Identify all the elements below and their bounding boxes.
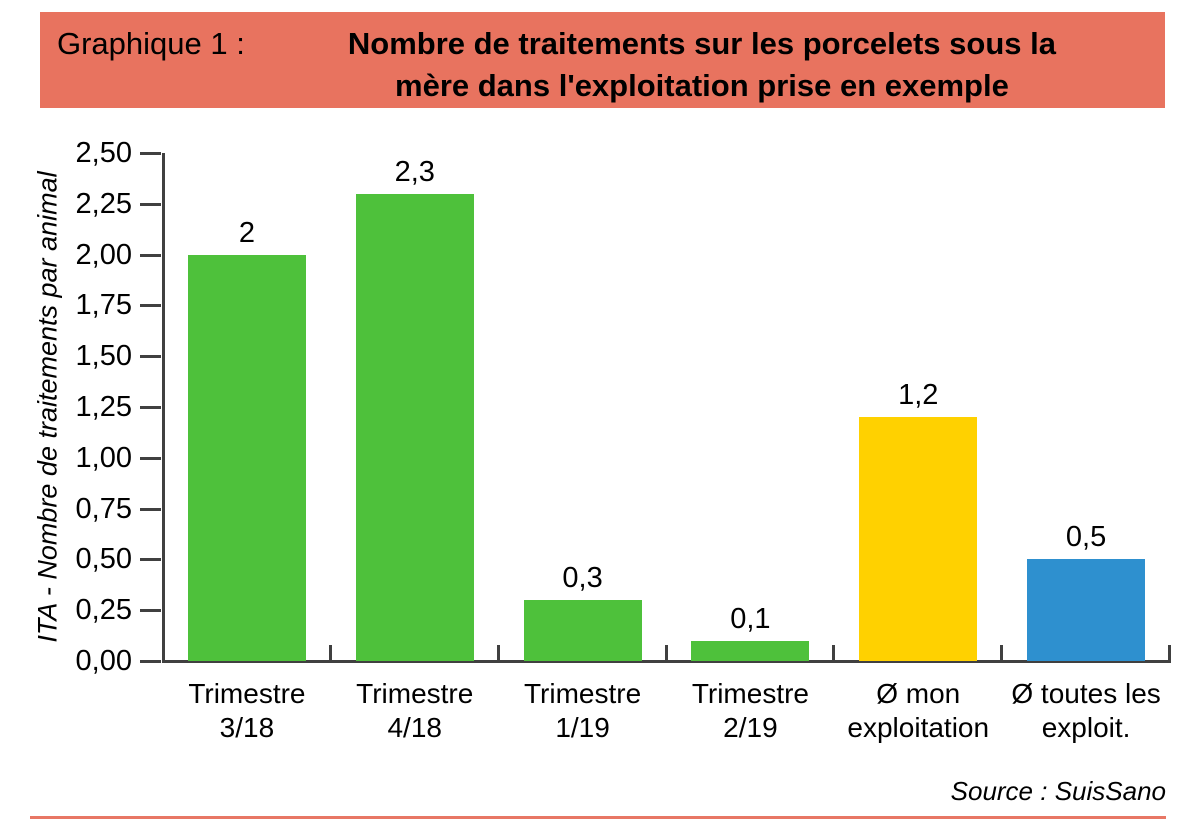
y-axis-tick bbox=[140, 152, 161, 155]
y-axis-tick bbox=[140, 304, 161, 308]
bar-value-label: 0,1 bbox=[730, 603, 771, 635]
y-axis-tick-label: 2,50 bbox=[75, 137, 132, 169]
x-axis-tick bbox=[497, 645, 500, 660]
y-axis-tick bbox=[140, 406, 161, 409]
x-category-line1: Ø mon bbox=[876, 678, 961, 709]
x-category-label: Trimestre 2/19 bbox=[667, 677, 835, 745]
bar bbox=[859, 417, 978, 661]
x-category-line2: exploit. bbox=[1041, 712, 1131, 743]
bar-value-label: 2,3 bbox=[394, 156, 435, 188]
bar bbox=[187, 255, 306, 661]
y-axis-tick-label: 1,00 bbox=[75, 441, 132, 474]
x-category-line2: exploitation bbox=[847, 712, 990, 743]
y-axis-tick-label: 2,25 bbox=[75, 187, 132, 220]
x-category-line1: Trimestre bbox=[356, 678, 474, 709]
y-axis-tick-label: 1,25 bbox=[75, 391, 132, 423]
y-axis-tick bbox=[140, 558, 161, 562]
y-axis-tick bbox=[140, 456, 161, 460]
bar bbox=[523, 600, 642, 661]
y-axis-tick-label: 0,50 bbox=[75, 543, 132, 576]
bar-value-label: 1,2 bbox=[898, 379, 939, 411]
y-axis-tick bbox=[140, 253, 161, 257]
y-axis-tick-label: 0,75 bbox=[75, 492, 132, 525]
y-axis-line bbox=[162, 153, 165, 663]
y-axis-tick-label: 2,00 bbox=[75, 238, 132, 271]
y-axis-tick-label: 0,00 bbox=[75, 645, 132, 677]
x-axis-tick bbox=[329, 645, 332, 660]
x-category-line2: 2/19 bbox=[723, 712, 778, 743]
x-axis-tick bbox=[832, 645, 835, 660]
x-category-label: Trimestre 1/19 bbox=[499, 677, 667, 745]
x-category-label: Ø mon exploitation bbox=[834, 677, 1002, 745]
y-axis-tick bbox=[140, 507, 161, 511]
x-category-line1: Trimestre bbox=[523, 678, 642, 709]
x-category-line1: Ø toutes les bbox=[1011, 678, 1161, 709]
bottom-accent-rule bbox=[30, 816, 1166, 819]
x-category-line1: Trimestre bbox=[691, 678, 809, 709]
bar bbox=[691, 641, 810, 661]
chart-title-line1: Nombre de traitements sur les porcelets … bbox=[347, 26, 1056, 61]
bar bbox=[355, 194, 474, 661]
plot-area: 0,00 0,25 0,50 0,75 1,00 1,25 1,50 1,75 2,00 2,25… bbox=[76, 137, 1171, 743]
y-axis-tick bbox=[140, 660, 161, 663]
chart-title-line2: mère dans l'exploitation prise en exempl… bbox=[395, 68, 1009, 103]
x-category-line2: 3/18 bbox=[219, 712, 275, 743]
x-axis-tick bbox=[1168, 645, 1171, 660]
bar-value-label: 2 bbox=[238, 217, 255, 249]
y-axis-tick bbox=[140, 355, 161, 359]
x-category-line2: 1/19 bbox=[555, 712, 610, 743]
x-category-label: Trimestre 3/18 bbox=[163, 677, 331, 745]
x-axis-tick bbox=[1000, 645, 1003, 660]
y-axis-tick-label: 1,75 bbox=[75, 289, 132, 322]
y-axis-tick-label: 0,25 bbox=[75, 594, 132, 627]
y-axis-tick bbox=[140, 202, 161, 206]
chart-title: Nombre de traitements sur les porcelets … bbox=[253, 23, 1151, 107]
y-axis-tick bbox=[140, 609, 161, 613]
x-category-line1: Trimestre bbox=[188, 678, 306, 709]
x-axis-line bbox=[162, 660, 1171, 663]
bar bbox=[1027, 559, 1146, 661]
x-category-line2: 4/18 bbox=[387, 712, 442, 743]
figure-number-label: Graphique 1 : bbox=[57, 26, 245, 61]
y-axis-tick-label: 1,50 bbox=[75, 340, 132, 373]
bar-value-label: 0,5 bbox=[1065, 521, 1107, 553]
source-credit: Source : SuisSano bbox=[950, 776, 1166, 806]
x-category-label: Trimestre 4/18 bbox=[331, 677, 499, 745]
x-category-label: Ø toutes les exploit. bbox=[1002, 677, 1170, 745]
x-axis-tick bbox=[665, 645, 668, 660]
chart-header-banner: Graphique 1 : Nombre de traitements sur … bbox=[40, 12, 1165, 108]
bar-value-label: 0,3 bbox=[562, 562, 603, 594]
